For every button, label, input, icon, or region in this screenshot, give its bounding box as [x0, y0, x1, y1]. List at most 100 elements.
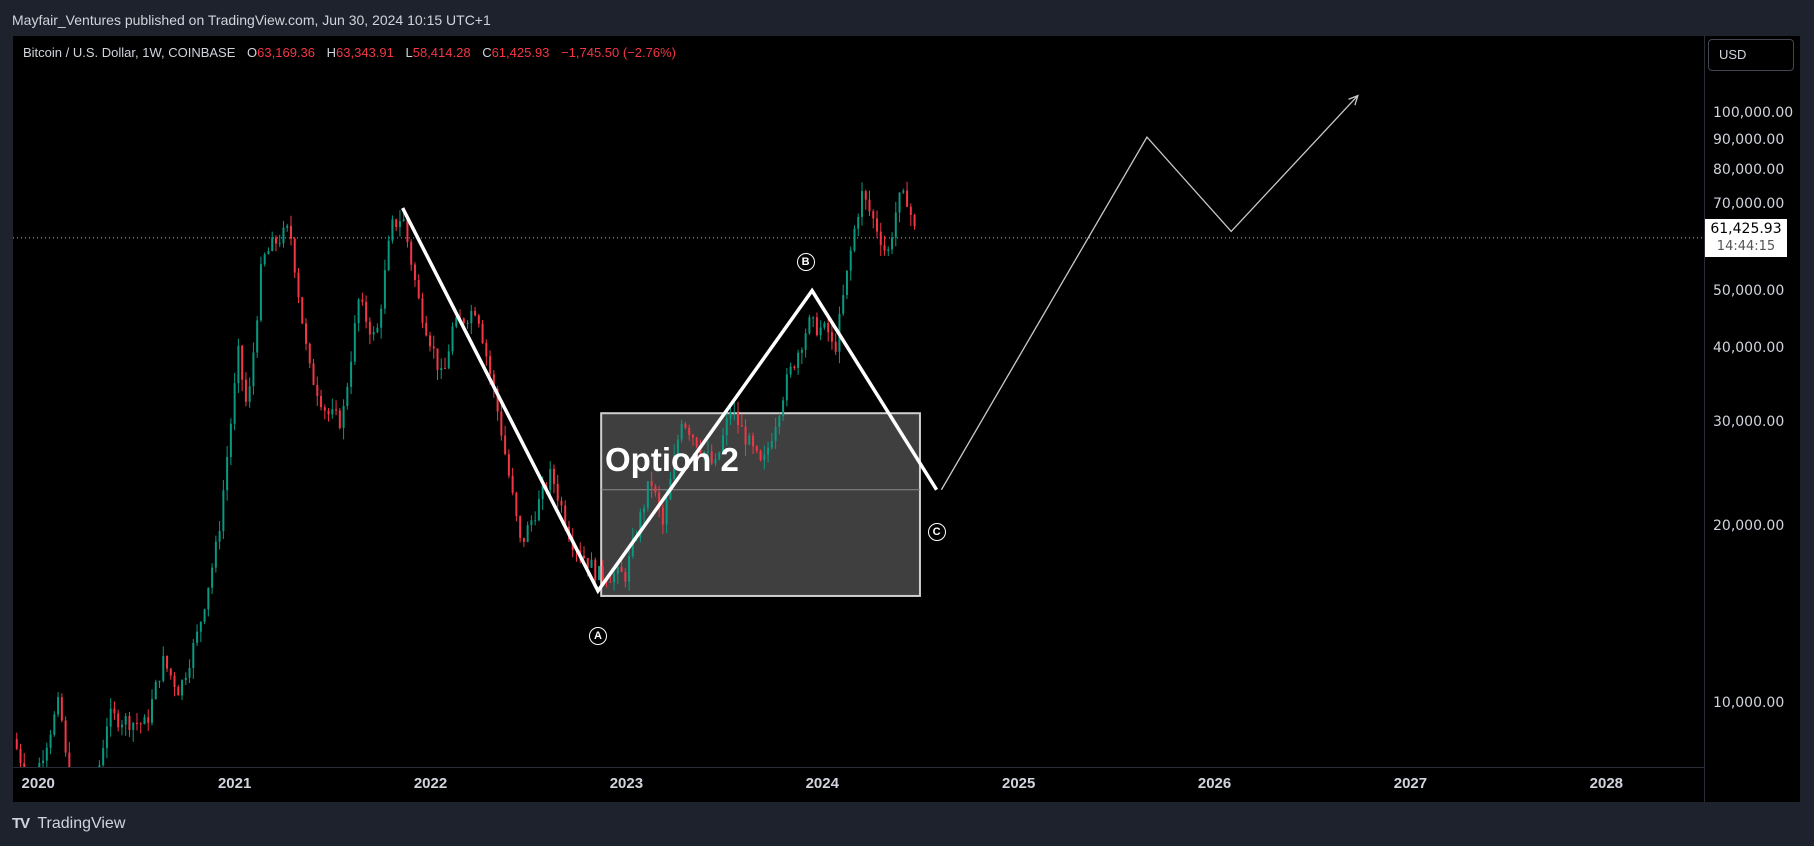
candle-body: [368, 321, 371, 335]
candle-body: [740, 425, 743, 427]
candle-body: [710, 451, 713, 464]
chart-pane[interactable]: Bitcoin / U.S. Dollar, 1W, COINBASE O63,…: [13, 36, 1800, 802]
candle-body: [853, 228, 856, 251]
candle-body: [613, 573, 616, 583]
candle-body: [248, 386, 251, 402]
close-label: C: [482, 45, 492, 60]
footer: TV TradingView: [12, 802, 1802, 846]
price-tick-label: 40,000.00: [1713, 339, 1785, 356]
candle-body: [872, 211, 875, 219]
candle-body: [102, 748, 105, 766]
close-value: 61,425.93: [491, 45, 550, 60]
projection-path-line[interactable]: [940, 95, 1359, 491]
candle-body: [646, 481, 649, 508]
candle-body: [845, 270, 848, 296]
consolidation-box[interactable]: [600, 412, 921, 597]
candle-body: [181, 680, 184, 696]
candle-body: [537, 499, 540, 521]
candle-body: [556, 483, 559, 501]
candle-body: [346, 386, 349, 406]
wave-c-marker[interactable]: C: [927, 523, 946, 542]
candle-body: [598, 566, 601, 581]
candle-body: [184, 677, 187, 681]
candle-body: [98, 765, 101, 767]
wave-a-marker[interactable]: A: [588, 627, 607, 646]
currency-button[interactable]: USD: [1708, 39, 1794, 71]
candle-body: [222, 490, 225, 532]
candle-body: [259, 264, 262, 321]
candle-body: [504, 435, 507, 455]
candle-body: [887, 249, 890, 251]
candle-body: [898, 192, 901, 213]
candle-body: [237, 345, 240, 384]
candle-body: [748, 435, 751, 445]
candle-body: [289, 225, 292, 239]
price-chart-svg[interactable]: [13, 36, 1704, 767]
candle-body: [819, 327, 822, 336]
open-value: 63,169.36: [257, 45, 315, 60]
candle-body: [323, 407, 326, 411]
candle-body: [560, 500, 563, 506]
candle-body: [436, 348, 439, 371]
publication-header: Mayfair_Ventures published on TradingVie…: [0, 0, 1814, 36]
candle-body: [387, 240, 390, 271]
candle-body: [883, 245, 886, 251]
candle-body: [139, 723, 142, 725]
candle-body: [658, 492, 661, 508]
last-price-value: 61,425.93: [1710, 220, 1782, 237]
symbol-legend[interactable]: Bitcoin / U.S. Dollar, 1W, COINBASE O63,…: [23, 45, 676, 60]
candle-body: [398, 221, 401, 227]
abc-zigzag-line[interactable]: [401, 207, 939, 595]
candle-body: [909, 206, 912, 215]
candle-body: [282, 227, 285, 244]
candle-body: [789, 366, 792, 375]
time-tick-label: 2022: [413, 775, 448, 792]
time-tick-label: 2020: [21, 775, 55, 792]
candle-body: [778, 415, 781, 428]
candle-body: [293, 238, 296, 273]
option-label[interactable]: Option 2: [605, 441, 739, 478]
candle-body: [620, 566, 623, 572]
time-scale[interactable]: [13, 767, 1704, 802]
candle-body: [353, 323, 356, 362]
time-tick-label: 2023: [609, 775, 644, 792]
candle-body: [849, 250, 852, 271]
candle-body: [752, 435, 755, 447]
candle-body: [774, 427, 777, 442]
candle-body: [447, 351, 450, 369]
candle-body: [793, 366, 796, 368]
candle-body: [650, 481, 653, 487]
candle-body: [252, 352, 255, 387]
wave-b-marker[interactable]: B: [796, 252, 815, 271]
candle-body: [477, 315, 480, 324]
candle-body: [192, 642, 195, 668]
candle-body: [203, 609, 206, 623]
candle-body: [162, 655, 165, 681]
candle-body: [906, 190, 909, 207]
candle-body: [474, 310, 477, 316]
candle-body: [271, 237, 274, 251]
candle-body: [755, 446, 758, 451]
candle-body: [105, 726, 108, 749]
candle-body: [425, 322, 428, 336]
candle-body: [60, 697, 63, 721]
candle-body: [654, 486, 657, 493]
candle-body: [316, 384, 319, 396]
candle-body: [744, 426, 747, 445]
candle-body: [331, 409, 334, 415]
candle-body: [631, 538, 634, 556]
candle-body: [64, 720, 67, 753]
price-scale[interactable]: [1704, 36, 1800, 802]
candle-body: [481, 323, 484, 344]
candle-body: [274, 237, 277, 244]
candle-body: [500, 411, 503, 436]
candle-body: [297, 272, 300, 298]
candle-body: [639, 512, 642, 538]
candle-body: [402, 219, 405, 222]
candle-body: [676, 439, 679, 456]
price-tick-label: 10,000.00: [1713, 695, 1785, 712]
candle-body: [808, 317, 811, 334]
candle-body: [417, 279, 420, 299]
candle-body: [616, 566, 619, 574]
candle-body: [410, 241, 413, 265]
